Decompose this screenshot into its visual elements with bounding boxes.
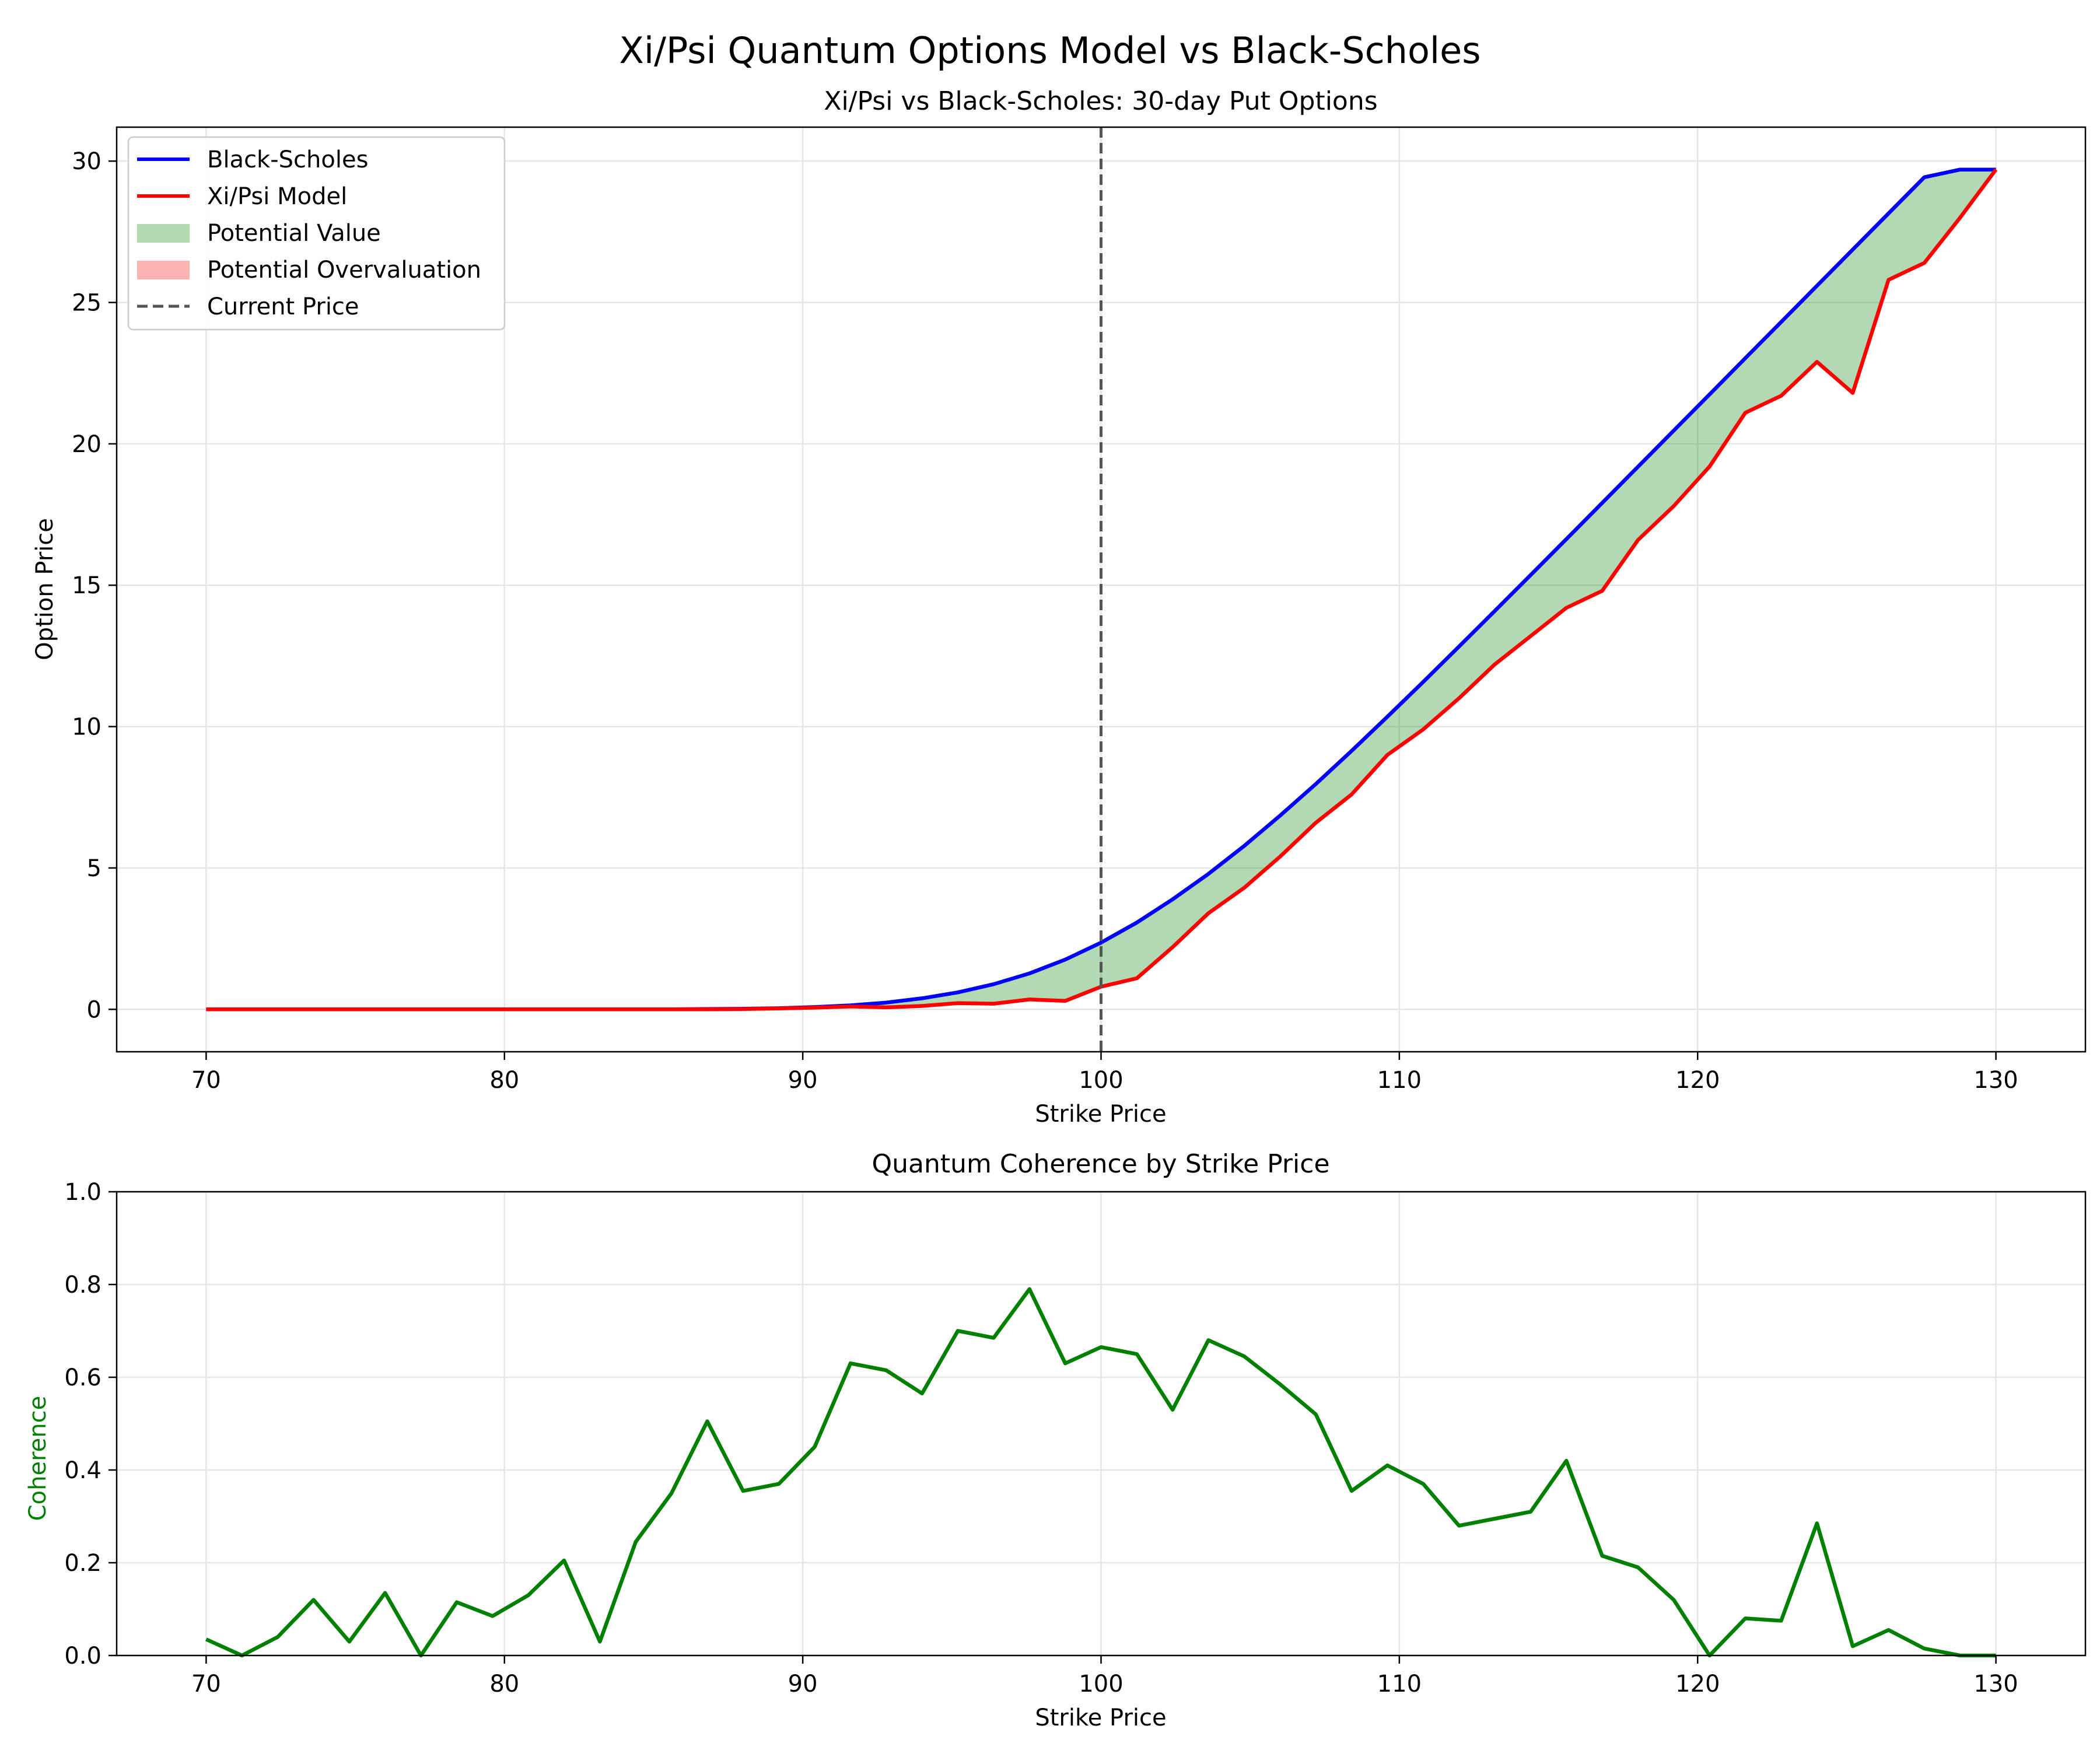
x-tick-label: 70	[191, 1067, 221, 1094]
x-tick-label: 80	[489, 1671, 519, 1698]
y-tick-label: 0	[87, 996, 102, 1023]
y-tick-label: 20	[72, 431, 102, 458]
price-chart-title: Xi/Psi vs Black-Scholes: 30-day Put Opti…	[824, 86, 1377, 116]
coherence-chart-panel: Quantum Coherence by Strike Price 70 80 90…	[24, 1149, 2087, 1731]
y-tick-label: 5	[87, 855, 102, 882]
coherence-chart-x-label: Strike Price	[1035, 1704, 1166, 1731]
coherence-chart-y-label: Coherence	[24, 1396, 51, 1521]
price-chart-x-ticks: 70 80 90 100 110 120 130	[191, 1052, 2018, 1094]
y-tick-label: 0.2	[64, 1550, 102, 1577]
price-chart-y-label: Option Price	[32, 518, 58, 660]
coherence-chart-grid	[117, 1191, 2085, 1657]
y-tick-label: 30	[72, 148, 102, 175]
x-tick-label: 120	[1675, 1067, 1720, 1094]
price-chart-legend: Black-Scholes Xi/Psi Model Potential Val…	[127, 136, 506, 331]
x-tick-label: 130	[1973, 1671, 2018, 1698]
x-tick-label: 130	[1973, 1067, 2018, 1094]
x-tick-label: 90	[788, 1067, 818, 1094]
coherence-chart-x-ticks: 70 80 90 100 110 120 130	[191, 1656, 2018, 1698]
legend-label-current-price: Current Price	[207, 293, 359, 320]
x-tick-label: 110	[1377, 1067, 1422, 1094]
coherence-chart-y-ticks: 0.0 0.2 0.4 0.6 0.8 1.0	[64, 1179, 117, 1670]
price-chart-x-label: Strike Price	[1035, 1101, 1166, 1128]
coherence-line	[205, 1287, 1996, 1658]
legend-label-black-scholes: Black-Scholes	[207, 146, 368, 173]
price-chart-y-ticks: 0 5 10 15 20 25 30	[72, 148, 117, 1023]
figure-suptitle: Xi/Psi Quantum Options Model vs Black-Sc…	[619, 29, 1480, 72]
x-tick-label: 100	[1079, 1671, 1123, 1698]
legend-box	[127, 136, 506, 331]
legend-swatch-potential-value	[137, 224, 190, 243]
x-tick-label: 120	[1675, 1671, 1720, 1698]
x-tick-label: 90	[788, 1671, 818, 1698]
x-tick-label: 70	[191, 1671, 221, 1698]
legend-label-potential-value: Potential Value	[207, 220, 381, 247]
x-tick-label: 100	[1079, 1067, 1123, 1094]
y-tick-label: 0.0	[64, 1643, 102, 1670]
y-tick-label: 0.6	[64, 1364, 102, 1391]
price-chart-panel: Xi/Psi vs Black-Scholes: 30-day Put Opti…	[32, 86, 2087, 1128]
legend-label-potential-overvaluation: Potential Overvaluation	[207, 257, 481, 284]
y-tick-label: 25	[72, 290, 102, 317]
x-tick-label: 80	[489, 1067, 519, 1094]
y-tick-label: 10	[72, 714, 102, 741]
legend-label-xipsi: Xi/Psi Model	[207, 183, 347, 210]
legend-swatch-potential-overvaluation	[137, 261, 190, 279]
coherence-chart-series	[205, 1287, 1996, 1658]
y-tick-label: 15	[72, 572, 102, 599]
y-tick-label: 1.0	[64, 1179, 102, 1206]
x-tick-label: 110	[1377, 1671, 1422, 1698]
y-tick-label: 0.4	[64, 1457, 102, 1484]
coherence-chart-title: Quantum Coherence by Strike Price	[872, 1149, 1329, 1179]
y-tick-label: 0.8	[64, 1272, 102, 1298]
